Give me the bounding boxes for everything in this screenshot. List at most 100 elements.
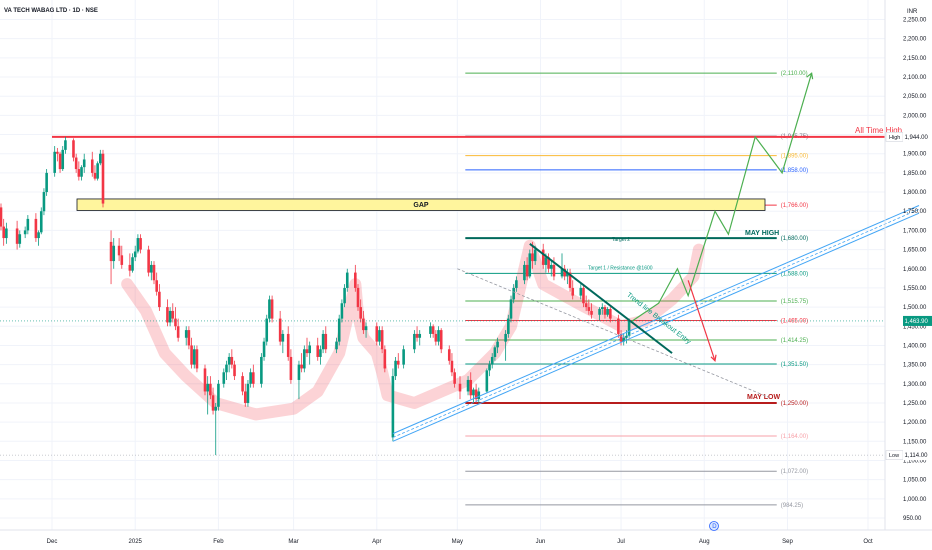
time-axis: Dec 2025 Feb Mar Apr May Jun Jul Aug Sep Oct xyxy=(0,529,932,545)
candle-body xyxy=(233,364,236,377)
fib-level-label: (1,515.75) xyxy=(781,299,808,305)
may-low-label: MAY LOW xyxy=(747,394,780,401)
candle-body xyxy=(72,140,75,158)
y-tick-label: 2,200.00 xyxy=(903,37,927,43)
candle-body xyxy=(619,333,623,342)
candle-body xyxy=(278,318,282,342)
candle-body xyxy=(45,172,48,193)
y-tick-label: 1,150.00 xyxy=(903,439,927,445)
candle-body xyxy=(415,333,419,338)
candle-body xyxy=(469,379,473,396)
low-badge xyxy=(903,450,932,461)
candle-body xyxy=(528,253,532,277)
y-tick-label: 1,050.00 xyxy=(903,478,927,484)
candle-body xyxy=(447,349,451,361)
candle-body xyxy=(533,249,537,262)
candle-body xyxy=(136,238,140,252)
last-price-badge xyxy=(903,315,932,326)
candle-body xyxy=(158,291,161,308)
candle-body xyxy=(402,349,405,365)
candle-body xyxy=(203,368,207,392)
candle-body xyxy=(531,253,534,262)
projection-dashed-line xyxy=(457,268,769,398)
may-high-label: MAY HIGH xyxy=(745,230,779,237)
candle-body xyxy=(74,157,78,170)
candle-body xyxy=(171,310,175,319)
candle-body xyxy=(590,310,593,315)
candle-body xyxy=(507,318,510,334)
candle-body xyxy=(34,218,38,239)
y-tick-label: 1,450.00 xyxy=(903,324,927,330)
candle-body xyxy=(335,341,338,350)
candle-body xyxy=(15,228,19,244)
candle-body xyxy=(225,364,228,373)
candle-body xyxy=(364,326,368,331)
fib-level-label: (1,072.00) xyxy=(781,469,808,475)
candle-body xyxy=(26,218,30,231)
candle-body xyxy=(606,309,609,315)
candle-body xyxy=(609,309,612,319)
candle-body xyxy=(515,280,518,288)
candle-body xyxy=(5,228,8,239)
candle-body xyxy=(439,330,443,350)
candle-body xyxy=(0,207,3,227)
candle-body xyxy=(584,303,588,308)
candle-body xyxy=(523,264,526,281)
candle-body xyxy=(303,349,306,369)
fib-level-label: (1,250.00) xyxy=(781,401,808,407)
target-1-label: Target 1 / Resistance @1600 xyxy=(588,265,653,271)
candle-body xyxy=(356,287,360,308)
bearish-arrow-head xyxy=(710,354,717,363)
candle-body xyxy=(117,245,121,256)
y-tick-label: 950.00 xyxy=(903,516,922,522)
fib-level-label: (1,414.25) xyxy=(781,338,808,344)
high-badge xyxy=(903,131,932,142)
candle-body xyxy=(466,379,470,392)
candle-body xyxy=(512,287,515,300)
candle-body xyxy=(458,383,462,392)
candle-body xyxy=(80,167,83,177)
candle-body xyxy=(525,264,529,277)
y-tick-label: 2,000.00 xyxy=(903,113,927,119)
candle-body xyxy=(286,333,290,357)
candle-body xyxy=(391,376,395,438)
descending-trendline xyxy=(529,243,673,354)
candle-body xyxy=(617,318,620,334)
x-tick-label: Sep xyxy=(782,539,793,545)
candle-body xyxy=(133,251,137,258)
candle-body xyxy=(587,307,591,311)
low-badge-value: 1,114.00 xyxy=(905,453,929,459)
fib-level-label: (1,164.00) xyxy=(781,434,808,440)
bullish-projection-path xyxy=(631,73,813,322)
candle-body xyxy=(39,211,43,233)
candle-body xyxy=(541,249,545,265)
candle-body xyxy=(627,320,631,336)
dividend-icon[interactable] xyxy=(709,521,719,531)
event-marker[interactable]: D xyxy=(709,521,719,531)
candle-body xyxy=(93,172,97,179)
candle-body xyxy=(166,307,169,323)
candle-body xyxy=(316,345,320,357)
y-tick-label: 1,250.00 xyxy=(903,401,927,407)
candle-body xyxy=(472,389,475,396)
candle-body xyxy=(453,372,456,384)
x-tick-label: 2025 xyxy=(129,539,143,545)
candle-body xyxy=(120,255,124,265)
x-tick-label: Jun xyxy=(536,539,546,545)
x-tick-label: Dec xyxy=(47,539,58,545)
candle-body xyxy=(359,307,362,319)
y-tick-label: 1,850.00 xyxy=(903,171,927,177)
candle-body xyxy=(321,333,325,350)
bearish-arrow-line xyxy=(687,280,716,361)
candle-body xyxy=(252,372,255,384)
candle-body xyxy=(128,264,132,271)
y-tick-label: 1,300.00 xyxy=(903,382,927,388)
y-tick-label: 1,700.00 xyxy=(903,228,927,234)
candle-body xyxy=(243,391,247,403)
candle-body xyxy=(18,234,22,244)
candle-body xyxy=(345,272,349,288)
candle-body xyxy=(37,232,40,239)
candle-body xyxy=(375,326,379,342)
candle-body xyxy=(378,330,381,342)
